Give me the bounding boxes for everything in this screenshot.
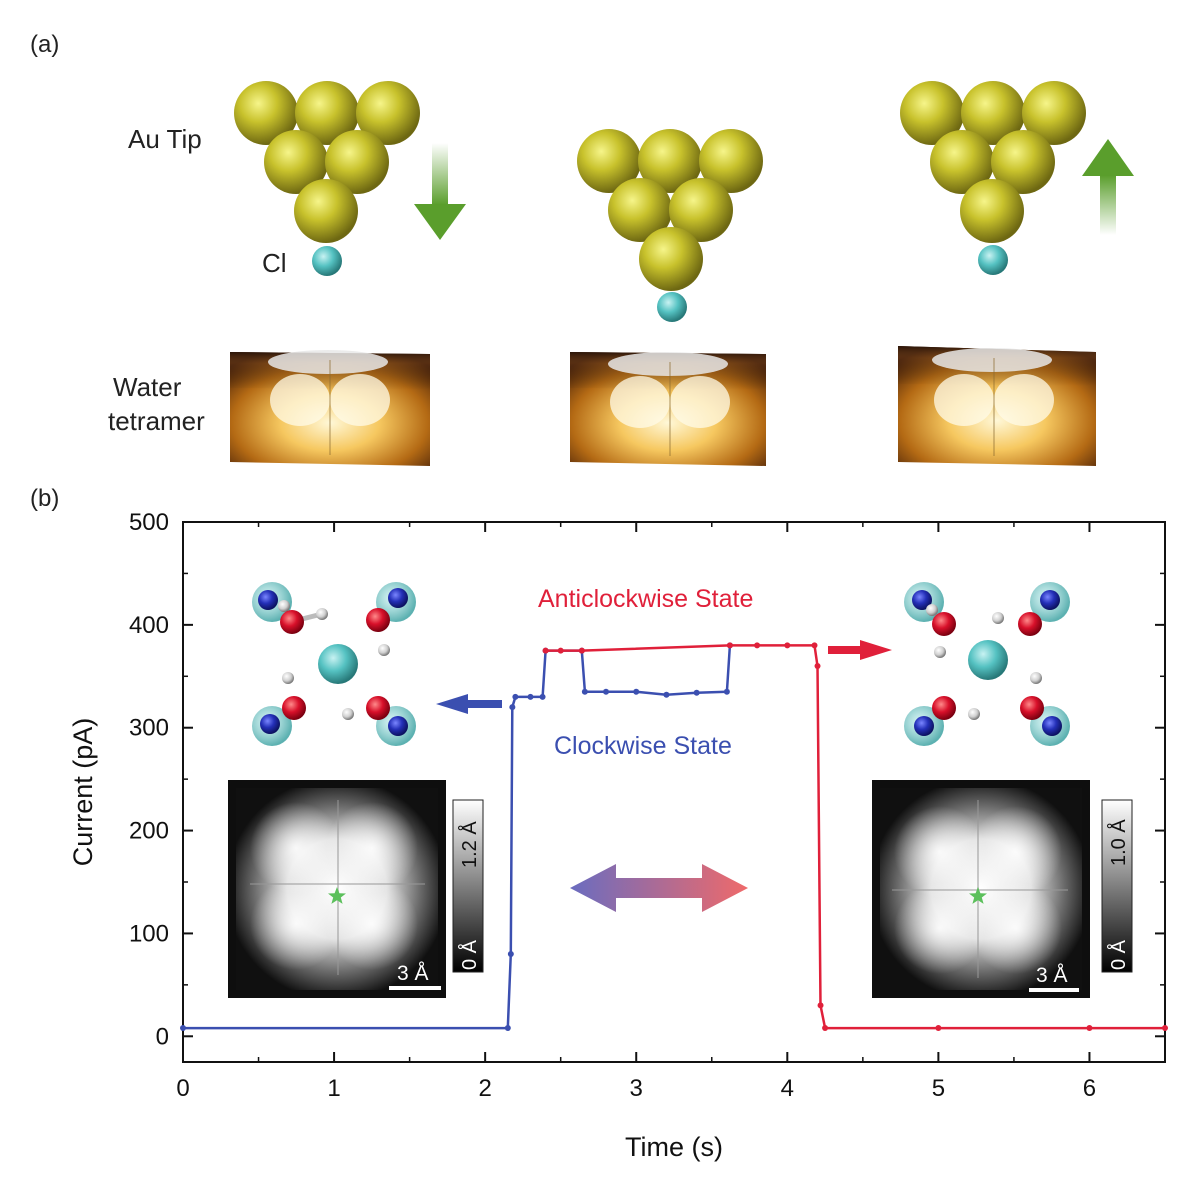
cl-atom-left: [312, 246, 342, 276]
molecule-model-right: [904, 582, 1070, 746]
y-tick-label: 500: [129, 509, 169, 536]
au-tip-left: [234, 81, 420, 243]
au-tip-label: Au Tip: [128, 124, 202, 154]
arrow-right-icon: [828, 640, 892, 660]
y-tick-label: 0: [156, 1023, 169, 1050]
colorbar-top-label-right: 1.0 Å: [1107, 819, 1130, 866]
y-tick-label: 100: [129, 920, 169, 947]
colorbar-top-label-left: 1.2 Å: [458, 821, 481, 868]
cl-atom-right: [978, 245, 1008, 275]
data-point-anticlockwise: [726, 642, 733, 649]
scalebar-label-left: 3 Å: [397, 962, 429, 985]
au-tip-right: [900, 81, 1086, 243]
data-point-anticlockwise: [811, 642, 818, 649]
data-point-anticlockwise: [814, 663, 821, 669]
data-point-clockwise: [512, 693, 519, 700]
data-point-clockwise: [581, 688, 588, 695]
plot-frame: [182, 521, 1166, 1063]
colorbar-right: 1.0 Å 0 Å: [1101, 799, 1133, 973]
data-point-anticlockwise: [754, 642, 761, 649]
panel-b-label: (b): [30, 485, 59, 512]
data-point-anticlockwise: [542, 647, 549, 654]
data-point-anticlockwise: [557, 647, 564, 654]
data-point-clockwise: [527, 693, 534, 700]
data-point-clockwise: [633, 688, 640, 695]
molecule-model-left: [252, 582, 416, 746]
data-point-anticlockwise: [578, 647, 585, 654]
current-trace-chart: 0 1 2 3 4 5 6 0 100 200 300 400 500 Time (s) Current (…: [68, 509, 1168, 1162]
data-point-clockwise: [504, 1025, 511, 1032]
star-marker-icon: [328, 887, 346, 904]
cl-label: Cl: [262, 248, 287, 278]
colorbar-left: 1.2 Å 0 Å: [452, 799, 484, 973]
data-point-anticlockwise: [784, 642, 791, 649]
x-tick-label: 5: [932, 1075, 945, 1102]
x-tick-label: 4: [781, 1075, 794, 1102]
panel-a-label: (a): [30, 31, 59, 58]
data-point-anticlockwise: [1162, 1025, 1168, 1032]
data-point-clockwise: [539, 693, 546, 700]
clockwise-state-label: Clockwise State: [554, 732, 732, 760]
data-point-clockwise: [509, 704, 516, 711]
scalebar-label-right: 3 Å: [1036, 964, 1068, 987]
stm-image-left: 3 Å: [228, 780, 446, 998]
stm-image-right: 3 Å: [872, 780, 1090, 998]
star-marker-icon: [969, 887, 987, 904]
data-point-anticlockwise: [822, 1025, 829, 1032]
water-image-right: [898, 346, 1096, 466]
colorbar-bottom-label-right: 0 Å: [1107, 939, 1130, 970]
y-axis-label: Current (pA): [68, 718, 98, 867]
arrow-up-icon: [1082, 139, 1134, 235]
x-tick-label: 1: [327, 1075, 340, 1102]
data-point-clockwise: [603, 688, 610, 695]
data-point-clockwise: [693, 689, 700, 696]
x-tick-label: 0: [176, 1075, 189, 1102]
y-tick-label: 200: [129, 818, 169, 845]
water-image-left: [230, 350, 430, 466]
water-label-line2: tetramer: [108, 406, 205, 436]
au-tip-middle: [577, 129, 763, 291]
data-point-anticlockwise: [1086, 1025, 1093, 1032]
double-arrow-icon: [570, 864, 748, 912]
anticlockwise-state-label: Anticlockwise State: [538, 585, 753, 613]
arrow-down-icon: [414, 143, 466, 240]
data-point-clockwise: [723, 688, 730, 695]
x-tick-label: 6: [1083, 1075, 1096, 1102]
x-tick-label: 3: [630, 1075, 643, 1102]
data-point-anticlockwise: [935, 1025, 942, 1032]
water-label-line1: Water: [113, 372, 182, 402]
arrow-left-icon: [436, 694, 502, 714]
data-point-clockwise: [507, 951, 514, 957]
data-point-clockwise: [180, 1025, 186, 1032]
colorbar-bottom-label-left: 0 Å: [458, 939, 481, 970]
data-point-anticlockwise: [817, 1002, 824, 1009]
cl-atom-middle: [657, 292, 687, 322]
x-axis-label: Time (s): [625, 1132, 723, 1162]
data-point-clockwise: [663, 691, 670, 698]
water-image-middle: [570, 352, 766, 466]
y-tick-label: 300: [129, 715, 169, 742]
x-tick-label: 2: [478, 1075, 491, 1102]
y-tick-label: 400: [129, 612, 169, 639]
